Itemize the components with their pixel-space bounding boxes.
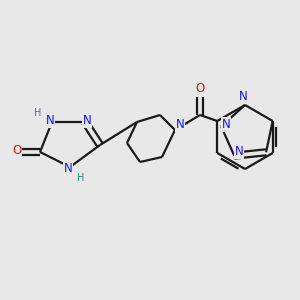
Text: N: N xyxy=(46,115,54,128)
Text: N: N xyxy=(64,161,72,175)
Text: N: N xyxy=(176,118,184,131)
Text: H: H xyxy=(77,173,85,183)
Text: N: N xyxy=(238,91,247,103)
Text: H: H xyxy=(34,108,42,118)
Text: N: N xyxy=(222,118,231,131)
Text: N: N xyxy=(82,115,91,128)
Text: O: O xyxy=(195,82,205,95)
Text: O: O xyxy=(12,145,22,158)
Text: N: N xyxy=(235,145,244,158)
